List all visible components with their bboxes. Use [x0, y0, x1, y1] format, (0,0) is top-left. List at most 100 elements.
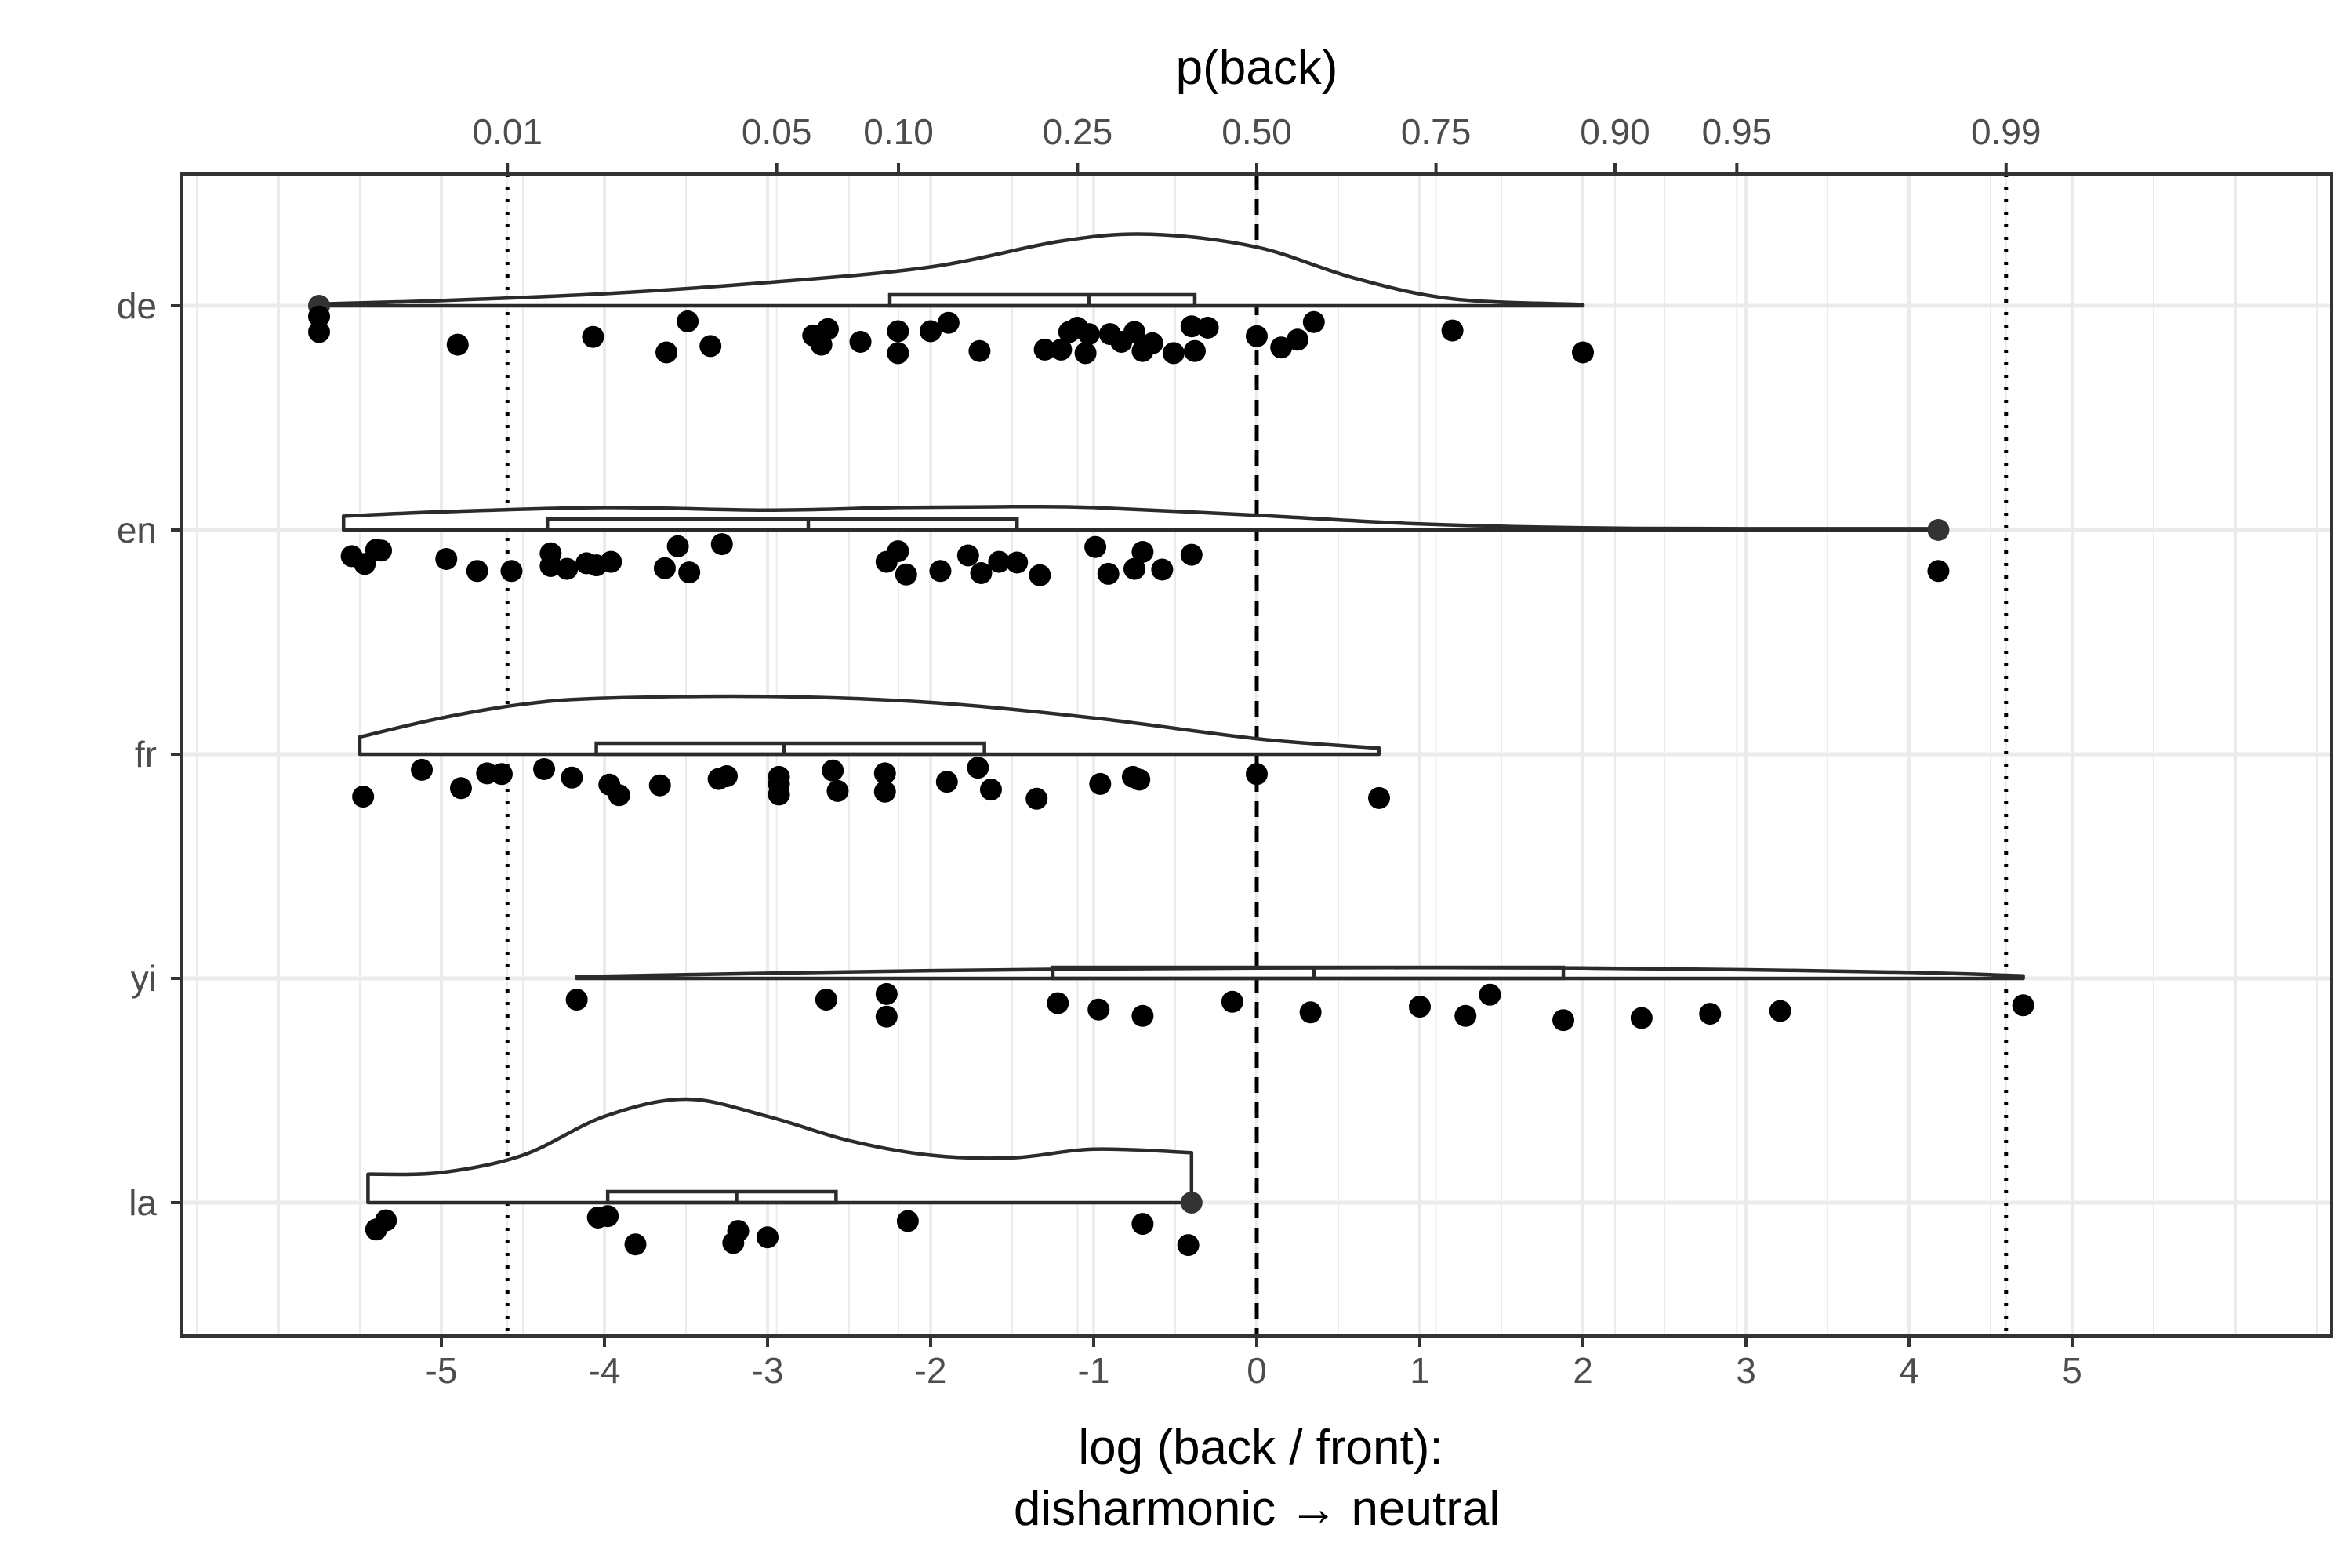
- data-point: [757, 1226, 779, 1249]
- data-point: [716, 765, 738, 787]
- data-point: [1769, 1000, 1791, 1022]
- data-point: [308, 321, 330, 343]
- data-point: [875, 1005, 898, 1028]
- data-point: [815, 989, 837, 1011]
- data-point: [352, 786, 375, 808]
- density-la: [366, 1097, 1194, 1205]
- top-tick-label: 0.95: [1702, 111, 1773, 152]
- data-point: [500, 560, 523, 583]
- x-tick-label: -5: [426, 1350, 458, 1391]
- data-point: [1131, 1004, 1154, 1027]
- y-tick-label: en: [117, 510, 157, 550]
- data-point: [1123, 321, 1145, 343]
- x-tick-label: -2: [915, 1350, 947, 1391]
- data-point: [1454, 1004, 1477, 1027]
- density-en: [341, 504, 1940, 532]
- top-tick-label: 0.75: [1401, 111, 1472, 152]
- data-point: [1409, 996, 1431, 1018]
- data-point: [1025, 787, 1048, 810]
- data-point: [1141, 332, 1163, 354]
- data-point: [1479, 983, 1501, 1006]
- data-point: [1084, 535, 1107, 558]
- data-point: [935, 771, 958, 793]
- data-point: [1630, 1007, 1653, 1029]
- data-point: [449, 777, 472, 800]
- x-tick-label: 2: [1573, 1350, 1593, 1391]
- data-point: [979, 779, 1002, 801]
- data-point: [1552, 1009, 1575, 1032]
- data-point: [411, 758, 434, 781]
- data-point: [653, 557, 676, 579]
- data-point: [768, 783, 790, 806]
- data-point: [1029, 564, 1051, 586]
- x-tick-label: 1: [1410, 1350, 1430, 1391]
- data-point: [1180, 315, 1203, 338]
- y-tick-label: la: [129, 1182, 157, 1223]
- group-en: [340, 504, 1950, 586]
- x-tick-label: 0: [1247, 1350, 1267, 1391]
- data-point: [1221, 990, 1243, 1013]
- data-point: [655, 341, 678, 364]
- data-point: [967, 757, 989, 779]
- x-tick-label: -1: [1078, 1350, 1110, 1391]
- x-tick-label: 3: [1736, 1350, 1756, 1391]
- data-point: [1183, 339, 1206, 362]
- top-tick-label: 0.25: [1043, 111, 1113, 152]
- x-tick-label: 4: [1899, 1350, 1919, 1391]
- data-point: [887, 540, 909, 563]
- data-point: [490, 763, 513, 786]
- data-point: [887, 342, 909, 365]
- top-tick-label: 0.05: [742, 111, 812, 152]
- data-point: [370, 539, 393, 562]
- data-point: [375, 1209, 397, 1232]
- data-point: [875, 982, 898, 1005]
- data-point: [699, 335, 722, 358]
- axis-layer: de en fr yi la -5 -4 -3 -2 -1 0 1 2 3 4 5 0.01 0.05 0.10 0.…: [117, 111, 2082, 1391]
- data-point: [597, 1205, 619, 1228]
- group-fr: [352, 694, 1390, 810]
- box-fr: [594, 741, 986, 757]
- data-point: [565, 989, 588, 1011]
- group-de: [308, 232, 1594, 365]
- data-point: [600, 550, 622, 573]
- data-point: [1033, 338, 1056, 361]
- data-point: [849, 331, 872, 353]
- data-point: [1074, 342, 1097, 365]
- data-point: [822, 759, 844, 782]
- top-tick-label: 0.01: [472, 111, 543, 152]
- data-point: [873, 762, 896, 785]
- data-point: [308, 305, 330, 328]
- data-point: [929, 560, 952, 583]
- x-axis-title-line2: disharmonic → neutral: [1014, 1482, 1500, 1536]
- data-point: [896, 1210, 919, 1232]
- group-la: [365, 1097, 1203, 1257]
- data-point: [1270, 336, 1293, 359]
- data-point: [666, 535, 689, 557]
- data-point: [539, 542, 562, 564]
- top-tick-label: 0.50: [1221, 111, 1292, 152]
- data-point: [988, 550, 1011, 573]
- data-point: [920, 320, 942, 343]
- data-point: [1299, 1001, 1322, 1024]
- data-point: [1128, 768, 1151, 791]
- data-point: [1050, 338, 1073, 361]
- top-tick-label: 0.90: [1580, 111, 1650, 152]
- data-point: [677, 310, 699, 332]
- data-point: [466, 560, 488, 583]
- data-point: [1123, 557, 1145, 580]
- data-point: [1077, 323, 1100, 346]
- data-point: [1196, 317, 1219, 339]
- data-point: [1699, 1003, 1722, 1025]
- data-point: [956, 544, 979, 567]
- top-axis-title: p(back): [1176, 41, 1338, 95]
- data-point: [1177, 1234, 1200, 1257]
- group-layer: [308, 232, 2034, 1257]
- data-point: [895, 563, 917, 586]
- y-tick-label: de: [117, 285, 157, 326]
- box-la: [605, 1189, 838, 1205]
- data-point: [582, 325, 604, 348]
- data-point: [678, 561, 701, 584]
- data-point: [1047, 992, 1069, 1014]
- data-point: [1302, 310, 1325, 333]
